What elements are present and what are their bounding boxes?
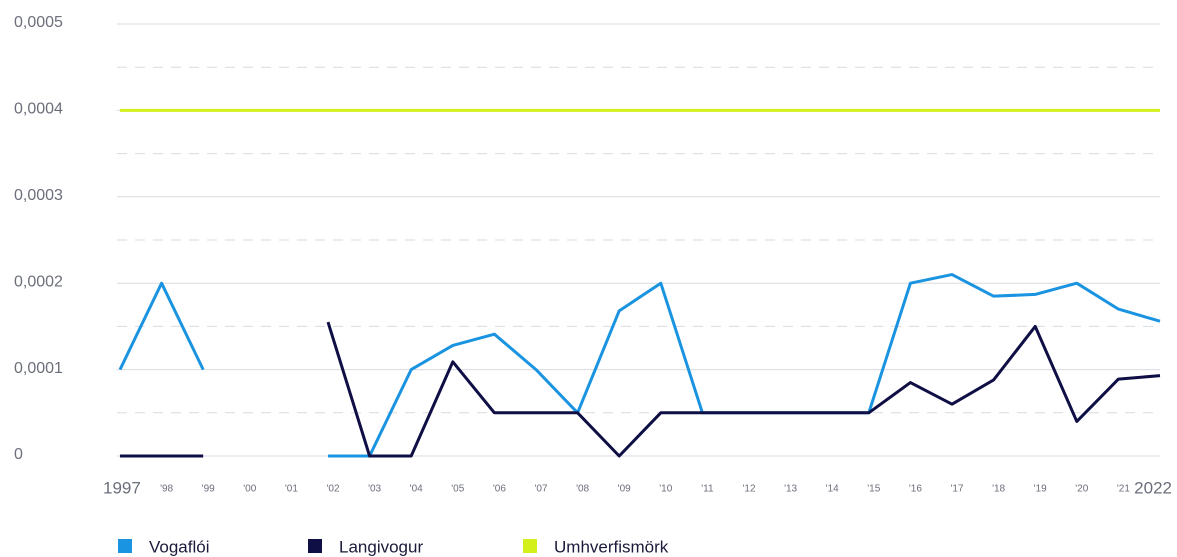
legend-swatch (523, 539, 537, 553)
x-tick-label: '21 (1117, 484, 1130, 495)
y-tick-label: 0,0003 (14, 187, 63, 204)
legend-label: Vogaflói (149, 537, 210, 556)
series-line (120, 321, 1161, 458)
x-tick-label: '11 (701, 484, 714, 495)
x-tick-label: '05 (451, 484, 464, 495)
x-tick-label: '12 (742, 484, 755, 495)
x-tick-label: '00 (243, 484, 256, 495)
x-tick-label: '18 (992, 484, 1005, 495)
x-tick-label: 1997 (103, 478, 141, 497)
y-tick-label: 0,0005 (14, 14, 63, 31)
x-tick-label: '06 (493, 484, 506, 495)
x-tick-label: '99 (202, 484, 215, 495)
legend-swatch (308, 539, 322, 553)
x-tick-label: '09 (618, 484, 631, 495)
x-tick-label: 2022 (1134, 478, 1172, 497)
y-tick-label: 0,0001 (14, 360, 63, 377)
x-tick-label: '16 (909, 484, 922, 495)
legend-label: Umhverfismörk (554, 537, 669, 556)
x-tick-label: '98 (160, 484, 173, 495)
y-tick-label: 0,0004 (14, 101, 63, 118)
x-tick-label: '07 (534, 484, 547, 495)
x-tick-label: '08 (576, 484, 589, 495)
x-tick-label: '13 (784, 484, 797, 495)
y-tick-label: 0 (14, 446, 23, 463)
legend-label: Langivogur (339, 537, 423, 556)
x-tick-label: '17 (950, 484, 963, 495)
x-tick-label: '04 (410, 484, 423, 495)
y-tick-label: 0,0002 (14, 273, 63, 290)
x-tick-label: '20 (1075, 484, 1088, 495)
x-tick-label: '15 (867, 484, 880, 495)
x-tick-label: '14 (826, 484, 839, 495)
x-tick-label: '03 (368, 484, 381, 495)
x-tick-label: '02 (326, 484, 339, 495)
x-tick-label: '01 (285, 484, 298, 495)
x-tick-label: '19 (1034, 484, 1047, 495)
x-tick-label: '10 (659, 484, 672, 495)
legend-swatch (118, 539, 132, 553)
